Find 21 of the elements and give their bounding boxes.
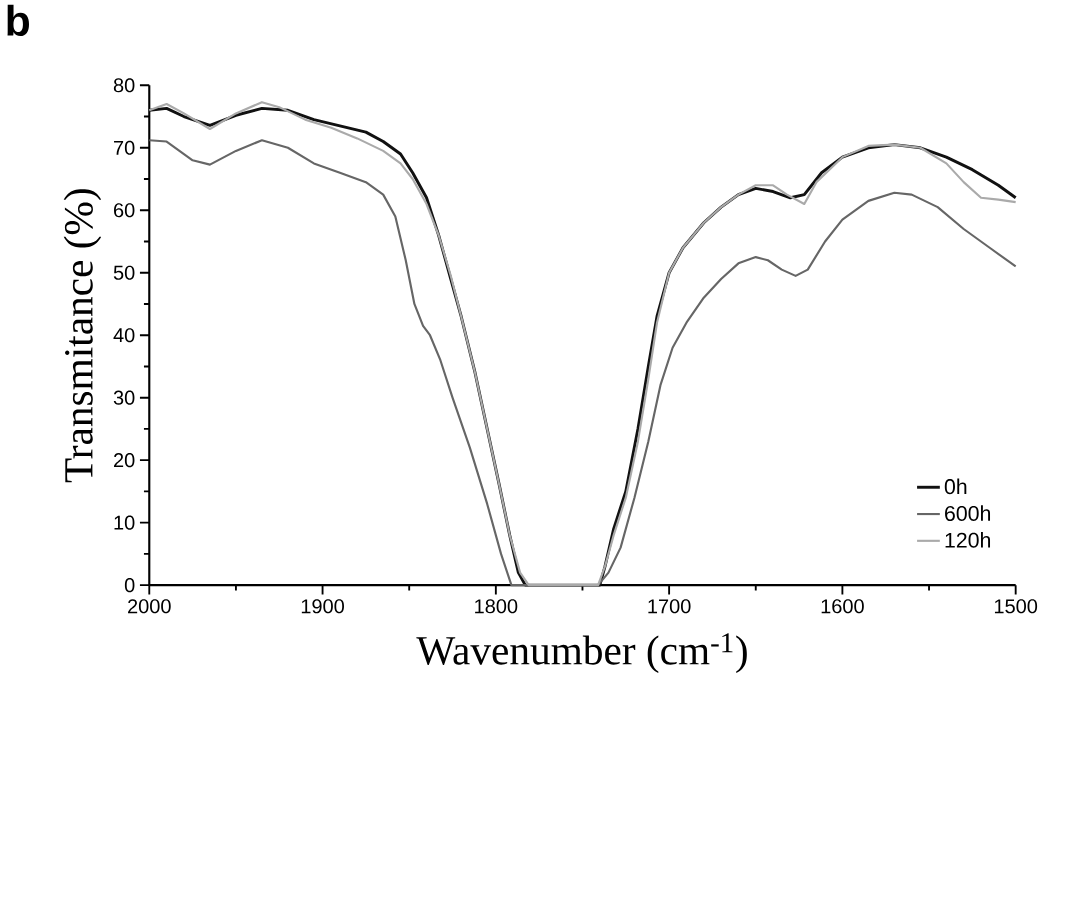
y-tick-label: 70: [114, 140, 135, 155]
x-tick-label: 1800: [475, 598, 518, 614]
text: b: [7, 4, 30, 36]
x-tick-label: 1900: [301, 598, 344, 614]
y-tick-label: 30: [113, 390, 135, 405]
y-tick-label: 0: [124, 577, 135, 593]
y-tick-label: 40: [113, 327, 135, 343]
legend-label: 120h: [945, 531, 991, 548]
y-axis-title: Transmitance (%): [63, 189, 102, 483]
legend-label: 0h: [944, 478, 967, 495]
y-tick-label: 20: [114, 452, 135, 468]
x-tick-label: 1500: [994, 598, 1038, 614]
x-tick-label: 1700: [648, 598, 691, 614]
x-axis-title: Wavenumber (cm$^{-1}$): [416, 632, 747, 673]
y-tick-label: 80: [113, 78, 135, 93]
legend-label: 600h: [945, 505, 991, 521]
y-tick-label: 50: [113, 265, 135, 280]
x-tick-label: 2000: [128, 598, 171, 614]
x-tick-label: 1600: [821, 598, 864, 614]
y-tick-label: 10: [114, 515, 135, 530]
y-tick-label: 60: [114, 202, 135, 218]
